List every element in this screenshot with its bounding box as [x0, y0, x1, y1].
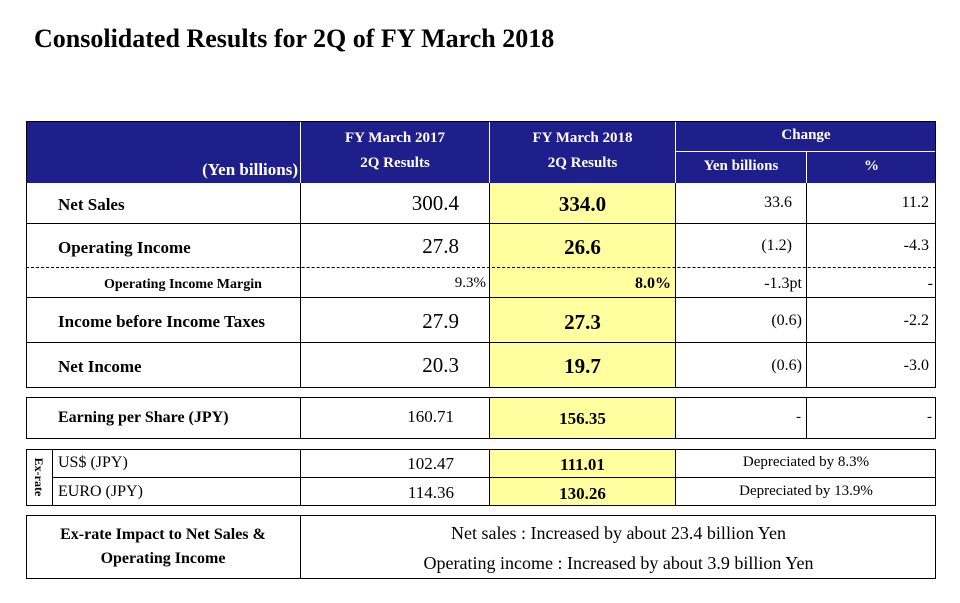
exrate-table: Ex-rate US$ (JPY) 102.47 111.01 Deprecia…: [26, 449, 936, 506]
usd-note: Depreciated by 8.3%: [742, 454, 870, 470]
euro-label: EURO (JPY): [58, 483, 143, 500]
table-header: [26, 121, 936, 183]
prev-value: 27.9: [422, 309, 459, 333]
change-pct-value: -2.2: [903, 312, 929, 329]
exrate-side-label: Ex-rate: [32, 457, 46, 497]
change-pct-header: %: [864, 158, 879, 174]
curr-value: 334.0: [558, 192, 607, 216]
change-pct-value: 11.2: [901, 194, 929, 211]
col-prev-header-1: FY March 2017: [345, 130, 445, 146]
eps-prev-value: 160.71: [407, 407, 454, 426]
unit-label: (Yen billions): [202, 160, 298, 179]
impact-label-2: Operating Income: [100, 550, 226, 567]
change-yen-value: 33.6: [764, 194, 792, 211]
euro-note: Depreciated by 13.9%: [739, 483, 873, 499]
prev-value: 300.4: [411, 191, 459, 215]
usd-curr-value: 111.01: [560, 455, 605, 474]
curr-value: 8.0%: [635, 275, 671, 292]
highlight-column: [490, 183, 675, 388]
change-yen-header: Yen billions: [703, 158, 779, 174]
row-label: Net Sales: [58, 195, 125, 214]
eps-change-yen: -: [796, 409, 801, 425]
usd-prev-value: 102.47: [407, 454, 454, 473]
row-label: Operating Income: [58, 238, 191, 257]
row-label: Operating Income Margin: [104, 277, 262, 292]
change-yen-value: (0.6): [771, 312, 802, 329]
curr-value: 19.7: [564, 354, 601, 378]
euro-curr-value: 130.26: [559, 484, 606, 503]
eps-curr-value: 156.35: [559, 409, 606, 428]
eps-table: Earning per Share (JPY) 160.71 156.35 - …: [26, 397, 936, 439]
impact-label-1: Ex-rate Impact to Net Sales &: [60, 526, 266, 543]
eps-label: Earning per Share (JPY): [58, 409, 229, 426]
change-header: Change: [781, 127, 831, 143]
page-title: Consolidated Results for 2Q of FY March …: [34, 24, 555, 53]
euro-prev-value: 114.36: [407, 483, 454, 502]
col-curr-header-2: 2Q Results: [547, 155, 618, 171]
usd-label: US$ (JPY): [58, 454, 128, 471]
impact-operating-income: Operating income : Increased by about 3.…: [423, 553, 814, 573]
prev-value: 20.3: [422, 353, 459, 377]
change-pct-value: -: [927, 275, 933, 292]
prev-value: 9.3%: [454, 275, 486, 291]
change-pct-value: -3.0: [903, 357, 929, 374]
col-prev-header-2: 2Q Results: [360, 155, 430, 171]
curr-value: 26.6: [564, 235, 601, 259]
prev-value: 27.8: [422, 234, 459, 258]
change-yen-value: (0.6): [771, 357, 802, 374]
col-curr-header-1: FY March 2018: [532, 130, 633, 146]
change-yen-value: (1.2): [761, 237, 792, 254]
eps-change-pct: -: [927, 409, 932, 425]
results-table: (Yen billions) FY March 2017 2Q Results …: [26, 121, 936, 388]
impact-net-sales: Net sales : Increased by about 23.4 bill…: [451, 523, 786, 543]
curr-value: 27.3: [564, 310, 601, 334]
change-yen-value: -1.3pt: [764, 275, 802, 292]
row-label: Net Income: [58, 357, 142, 376]
row-label: Income before Income Taxes: [58, 312, 265, 331]
impact-table: Ex-rate Impact to Net Sales & Operating …: [26, 515, 936, 579]
change-pct-value: -4.3: [903, 237, 929, 254]
